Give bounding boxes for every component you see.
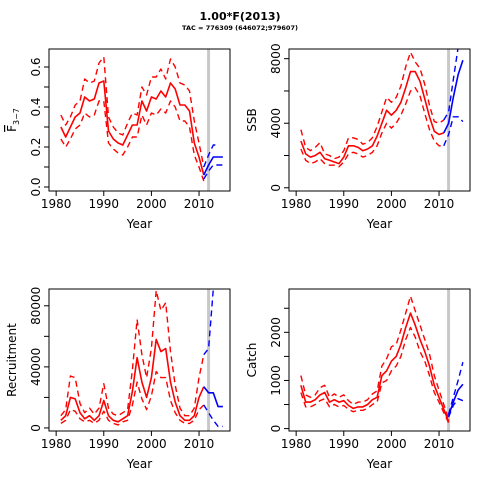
f3-7-x-tick-label: 1980 xyxy=(41,197,72,211)
catch-series-projection xyxy=(447,383,464,416)
ssb-x-tick-label: 1980 xyxy=(281,197,312,211)
ssb-y-tick-label: 4000 xyxy=(269,108,283,139)
ssb-series-projection-upper xyxy=(443,49,459,121)
recruitment-x-tick-label: 2000 xyxy=(136,437,167,451)
ssb-panel: 1980 1990 2000 2010 Year 0 4000 8000 SSB xyxy=(245,43,471,231)
ssb-x-axis-label: Year xyxy=(366,217,392,231)
ssb-y-axis-label: SSB xyxy=(245,108,259,131)
ssb-plot-frame xyxy=(288,48,471,192)
catch-y-tick-label: 0 xyxy=(269,425,283,433)
catch-series-projection-upper xyxy=(447,362,464,415)
f3-7-series-projection-lower xyxy=(203,164,223,180)
recruitment-y-tick-label: 0 xyxy=(29,424,43,432)
recruitment-series-projection-lower xyxy=(203,404,223,428)
catch-x-axis-label: Year xyxy=(366,457,392,471)
catch-x-tick-label: 1990 xyxy=(329,437,360,451)
recruitment-series-projection-upper xyxy=(203,289,214,356)
f3-7-x-tick-label: 1990 xyxy=(89,197,120,211)
ssb-series-projection xyxy=(443,60,464,134)
ssb-series-lower xyxy=(300,86,444,168)
recruitment-plot-frame xyxy=(48,288,231,432)
ssb-x-tick-label: 1990 xyxy=(329,197,360,211)
catch-x-tick-label: 2010 xyxy=(424,437,455,451)
catch-series-estimate xyxy=(300,312,450,422)
catch-series-lower xyxy=(300,326,450,424)
figure-title: 1.00*F(2013) xyxy=(199,10,281,23)
ssb-series-estimate xyxy=(300,70,445,165)
recruitment-x-tick-label: 1990 xyxy=(89,437,120,451)
catch-y-tick-label: 1000 xyxy=(269,365,283,396)
f3-7-series-lower xyxy=(60,100,205,182)
recruitment-x-axis-label: Year xyxy=(126,457,152,471)
f3-7-plot-frame xyxy=(48,48,231,192)
recruitment-series-projection xyxy=(203,386,223,408)
f3-7-x-axis-label: Year xyxy=(126,217,152,231)
figure-subtitle: TAC = 776309 (646072;979607) xyxy=(182,24,298,32)
ssb-series-upper xyxy=(300,51,445,160)
recruitment-x-tick-label: 1980 xyxy=(41,437,72,451)
recruitment-y-axis-label: Recruitment xyxy=(5,323,19,397)
recruitment-panel: 1980 1990 2000 2010 Year 0 40000 80000 Recruitme… xyxy=(5,287,231,471)
f3-7-series-projection-upper xyxy=(203,144,219,168)
recruitment-series-estimate xyxy=(60,338,205,423)
recruitment-x-tick-label: 2010 xyxy=(184,437,215,451)
catch-y-tick-label: 2000 xyxy=(269,317,283,348)
f3-7-y-tick-label: 0.2 xyxy=(29,137,43,156)
f3-7-panel: 1980 1990 2000 2010 Year 0.0 0.2 0.4 0.6 F3−7 xyxy=(5,48,231,231)
ssb-y-tick-label: 0 xyxy=(269,184,283,192)
f3-7-x-tick-label: 2000 xyxy=(136,197,167,211)
f3-7-y-axis-label: F3−7 xyxy=(5,108,21,132)
f3-7-y-tick-label: 0.0 xyxy=(29,177,43,196)
recruitment-series-lower xyxy=(60,370,205,426)
catch-series-upper xyxy=(300,295,450,420)
recruitment-series-upper xyxy=(60,289,205,417)
recruitment-y-tick-label: 40000 xyxy=(29,348,43,386)
f3-7-series-projection xyxy=(203,156,223,176)
ssb-series-projection-lower xyxy=(443,116,464,147)
catch-y-axis-label: Catch xyxy=(245,343,259,378)
catch-series-projection-lower xyxy=(447,398,464,418)
f3-7-series-estimate xyxy=(60,80,205,176)
f3-7-y-tick-label: 0.6 xyxy=(29,57,43,76)
f3-7-series-upper xyxy=(60,56,205,168)
f3-7-y-tick-label: 0.4 xyxy=(29,97,43,116)
catch-x-tick-label: 1980 xyxy=(281,437,312,451)
ssb-x-tick-label: 2010 xyxy=(424,197,455,211)
catch-x-tick-label: 2000 xyxy=(376,437,407,451)
catch-plot-frame xyxy=(288,288,471,432)
ssb-y-tick-label: 8000 xyxy=(269,43,283,74)
catch-panel: 1980 1990 2000 2010 Year 0 1000 2000 Catch xyxy=(245,288,471,471)
ssb-x-tick-label: 2000 xyxy=(376,197,407,211)
recruitment-y-tick-label: 80000 xyxy=(29,287,43,325)
f3-7-x-tick-label: 2010 xyxy=(184,197,215,211)
